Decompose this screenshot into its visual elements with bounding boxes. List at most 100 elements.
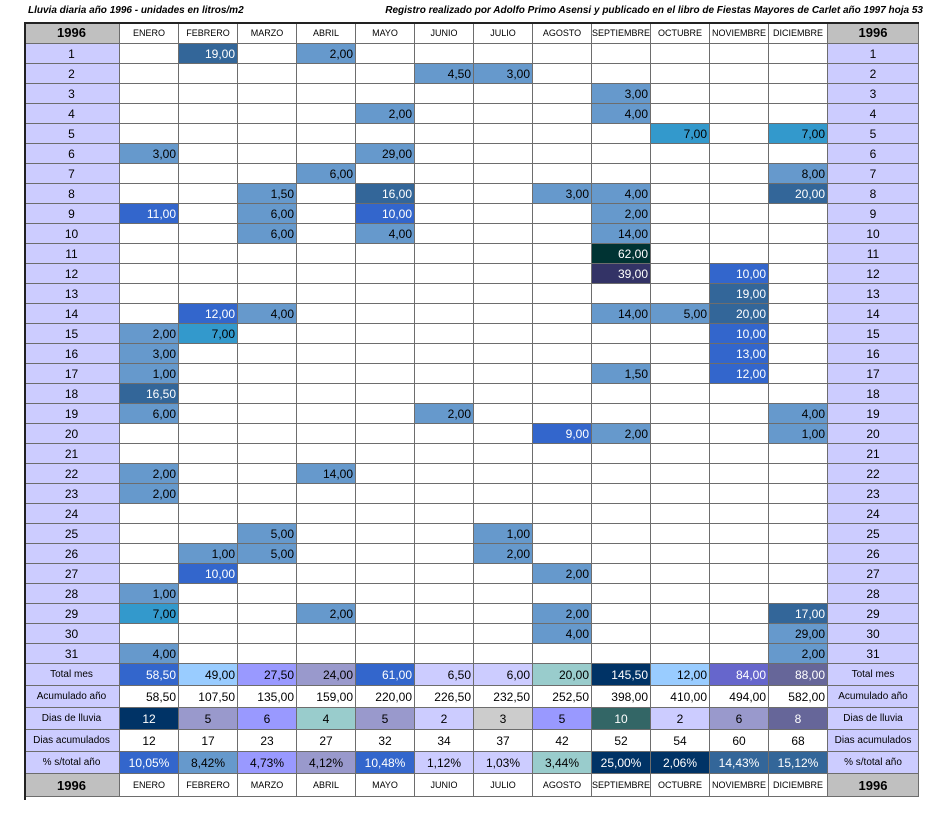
- summary-value: 5: [356, 708, 415, 730]
- rain-value: [769, 544, 828, 564]
- rain-value: 2,00: [415, 404, 474, 424]
- rain-value: 2,00: [120, 464, 179, 484]
- rain-value: [120, 44, 179, 64]
- rain-value: 4,00: [238, 304, 297, 324]
- rain-value: [710, 384, 769, 404]
- rain-value: [415, 184, 474, 204]
- day-label: 10: [24, 224, 120, 244]
- rain-value: [297, 564, 356, 584]
- month-header: MARZO: [238, 774, 297, 797]
- rain-value: 13,00: [710, 344, 769, 364]
- rain-value: [297, 84, 356, 104]
- rain-value: [769, 584, 828, 604]
- day-label: 29: [24, 604, 120, 624]
- rain-value: [592, 584, 651, 604]
- rain-value: [651, 544, 710, 564]
- rain-value: [238, 564, 297, 584]
- rain-value: [710, 424, 769, 444]
- summary-value: 145,50: [592, 664, 651, 686]
- rain-value: [415, 644, 474, 664]
- rain-value: [592, 284, 651, 304]
- summary-value: 4: [297, 708, 356, 730]
- day-label: 27: [828, 564, 919, 584]
- year-header: 1996: [24, 22, 120, 44]
- rain-value: [120, 424, 179, 444]
- rain-value: [356, 324, 415, 344]
- rain-value: [120, 124, 179, 144]
- rain-value: [179, 244, 238, 264]
- month-header: JULIO: [474, 774, 533, 797]
- rain-value: [415, 504, 474, 524]
- rain-value: [651, 644, 710, 664]
- rain-value: [238, 264, 297, 284]
- month-header: ABRIL: [297, 22, 356, 44]
- summary-value: 10,48%: [356, 752, 415, 774]
- rain-value: [533, 104, 592, 124]
- summary-value: 10,05%: [120, 752, 179, 774]
- rain-value: [238, 644, 297, 664]
- summary-value: 27,50: [238, 664, 297, 686]
- rain-value: [356, 84, 415, 104]
- rain-value: [710, 224, 769, 244]
- rain-value: [651, 464, 710, 484]
- day-label: 28: [828, 584, 919, 604]
- rain-value: 2,00: [533, 564, 592, 584]
- rain-value: [592, 524, 651, 544]
- rain-value: [415, 424, 474, 444]
- rain-value: [179, 284, 238, 304]
- rain-value: [120, 264, 179, 284]
- summary-value: 8: [769, 708, 828, 730]
- rain-value: [769, 364, 828, 384]
- rain-value: [474, 424, 533, 444]
- rain-value: [474, 84, 533, 104]
- summary-value: 17: [179, 730, 238, 752]
- rain-value: [651, 424, 710, 444]
- rain-value: [415, 164, 474, 184]
- summary-value: 6,00: [474, 664, 533, 686]
- rain-value: [297, 204, 356, 224]
- rain-value: [651, 564, 710, 584]
- summary-value: 3: [474, 708, 533, 730]
- rain-value: [297, 424, 356, 444]
- day-label: 6: [828, 144, 919, 164]
- rain-value: [297, 184, 356, 204]
- rain-value: [356, 544, 415, 564]
- rain-value: [651, 204, 710, 224]
- rain-value: [356, 284, 415, 304]
- rain-value: [179, 184, 238, 204]
- rain-value: [356, 584, 415, 604]
- rain-value: [474, 404, 533, 424]
- rain-value: 1,00: [179, 544, 238, 564]
- rain-value: 2,00: [592, 204, 651, 224]
- rain-value: [120, 244, 179, 264]
- rain-value: [238, 444, 297, 464]
- rain-value: [415, 264, 474, 284]
- rain-value: [474, 444, 533, 464]
- day-label: 17: [828, 364, 919, 384]
- rain-value: 1,00: [769, 424, 828, 444]
- rain-value: [474, 104, 533, 124]
- rain-value: [120, 524, 179, 544]
- rain-value: [592, 464, 651, 484]
- rain-value: 6,00: [238, 224, 297, 244]
- rain-value: [297, 624, 356, 644]
- rain-value: [474, 564, 533, 584]
- rain-value: [238, 384, 297, 404]
- rain-value: [769, 84, 828, 104]
- summary-value: 4,12%: [297, 752, 356, 774]
- day-label: 7: [24, 164, 120, 184]
- rain-value: 2,00: [297, 604, 356, 624]
- day-label: 3: [24, 84, 120, 104]
- rain-value: [651, 624, 710, 644]
- rain-value: 10,00: [356, 204, 415, 224]
- rain-value: 12,00: [710, 364, 769, 384]
- rain-value: [415, 204, 474, 224]
- rain-value: [297, 284, 356, 304]
- rain-value: [533, 64, 592, 84]
- rain-value: 1,00: [120, 364, 179, 384]
- rain-value: [238, 364, 297, 384]
- rain-value: 4,00: [533, 624, 592, 644]
- rain-value: 5,00: [238, 524, 297, 544]
- rain-value: 10,00: [710, 324, 769, 344]
- rain-value: [179, 64, 238, 84]
